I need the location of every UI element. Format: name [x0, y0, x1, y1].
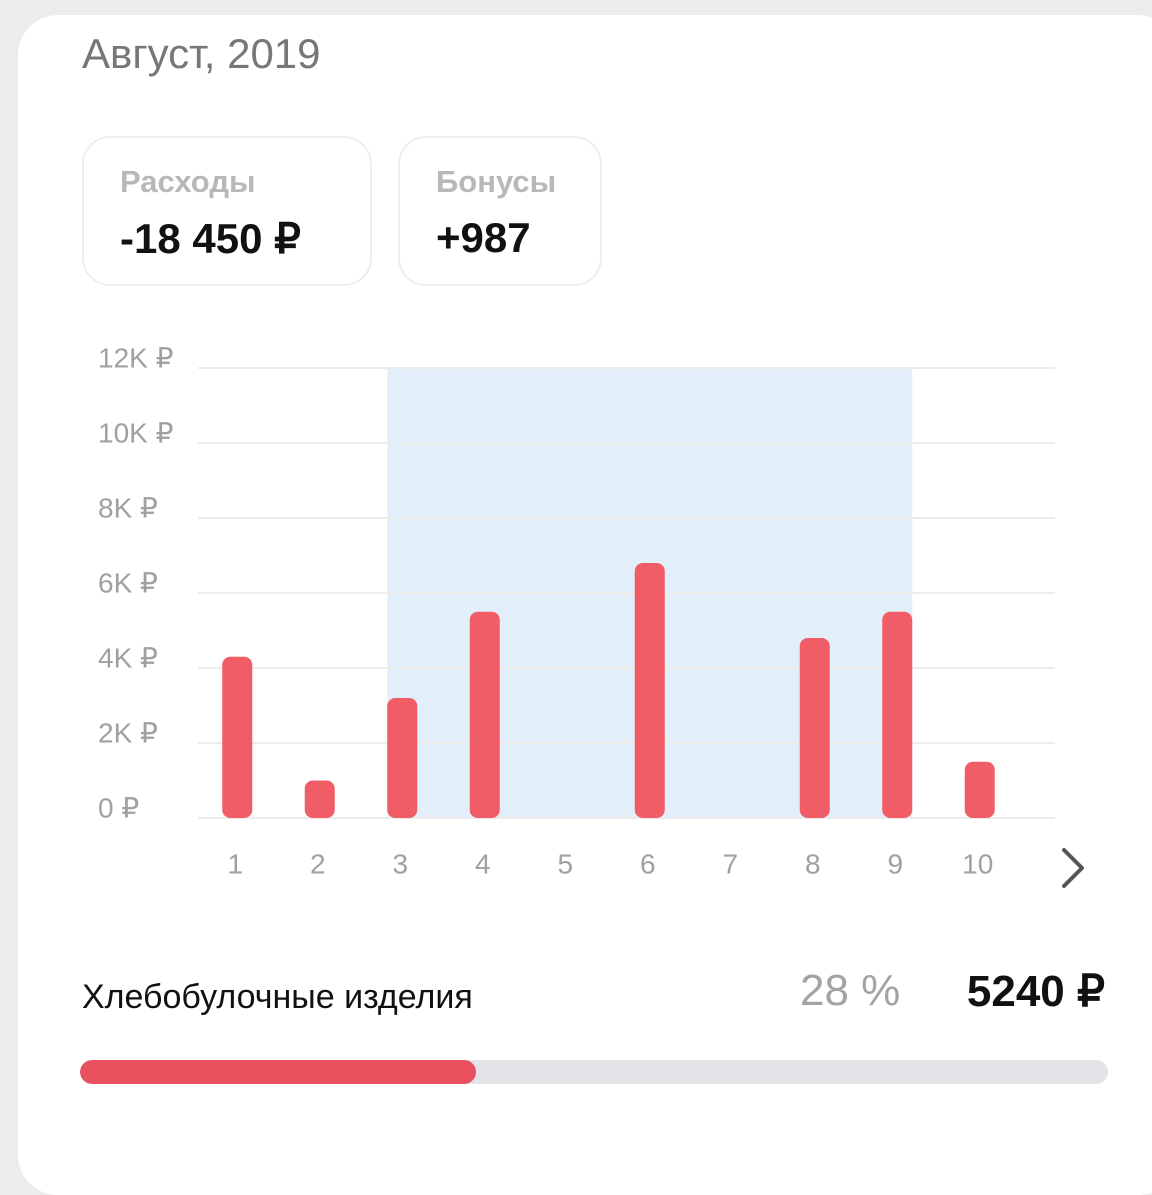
- x-tick-label: 7: [722, 848, 738, 879]
- stat-value: +987: [436, 214, 531, 261]
- bar: [634, 563, 665, 818]
- category-amount: 5240 ₽: [966, 967, 1105, 1016]
- chart: 0 ₽ 2K ₽ 4K ₽ 6K ₽ 8K ₽ 10K ₽ 12K ₽ 1 2 3 4 5 6 7 8 9 10: [98, 342, 1084, 888]
- y-tick-label: 10K ₽: [98, 417, 173, 448]
- x-tick-label: 2: [310, 848, 326, 879]
- bar: [222, 656, 253, 818]
- x-tick-label: 5: [557, 848, 573, 879]
- stat-value: -18 450 ₽: [120, 215, 301, 262]
- x-tick-label: 4: [475, 848, 491, 879]
- next-arrow[interactable]: [1062, 848, 1084, 888]
- title: Август, 2019: [82, 30, 321, 77]
- bar: [469, 611, 500, 818]
- progress-track: [80, 1060, 1108, 1084]
- y-tick-label: 4K ₽: [98, 642, 158, 673]
- category-percent: 28 %: [800, 966, 901, 1015]
- stat-card[interactable]: Бонусы +987: [398, 136, 602, 286]
- bar: [387, 698, 418, 818]
- stat-card[interactable]: Расходы -18 450 ₽: [82, 136, 372, 286]
- x-tick-label: 3: [392, 848, 408, 879]
- bar: [304, 780, 335, 818]
- x-tick-label: 6: [640, 848, 656, 879]
- bar: [799, 638, 830, 818]
- bar: [964, 761, 995, 818]
- x-tick-label: 8: [805, 848, 821, 879]
- stat-label: Расходы: [120, 164, 256, 199]
- x-tick-label: 1: [227, 848, 243, 879]
- y-tick-label: 12K ₽: [98, 342, 173, 373]
- bar: [882, 611, 913, 818]
- page: Август, 2019 Расходы -18 450 ₽ Бонусы +9…: [18, 15, 1152, 1195]
- x-tick-label: 9: [887, 848, 903, 879]
- progress-fill: [80, 1060, 476, 1084]
- y-tick-label: 8K ₽: [98, 492, 158, 523]
- y-tick-label: 2K ₽: [98, 717, 158, 748]
- category-name: Хлебобулочные изделия: [82, 978, 473, 1016]
- y-tick-label: 0 ₽: [98, 792, 139, 823]
- stat-label: Бонусы: [436, 164, 557, 199]
- y-tick-label: 6K ₽: [98, 567, 158, 598]
- x-tick-label: 10: [962, 848, 993, 879]
